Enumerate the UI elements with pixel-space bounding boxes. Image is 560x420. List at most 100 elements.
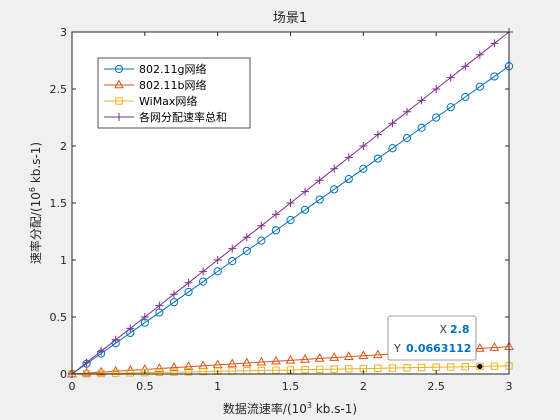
y-tick-label: 3: [60, 26, 67, 39]
data-point: [329, 352, 340, 361]
legend-box: [97, 57, 251, 129]
data-point: [199, 267, 208, 276]
legend-marker: [114, 79, 124, 89]
data-point: [141, 368, 149, 377]
data-point: [170, 368, 178, 376]
datatip-x-label: X: [439, 323, 447, 336]
data-point: [97, 369, 105, 378]
data-point: [315, 176, 324, 185]
data-point: [388, 119, 397, 128]
y-tick-label: 2.5: [50, 83, 68, 96]
data-point: [373, 130, 382, 139]
data-point: [199, 277, 208, 286]
y-axis-label-unit: kb.s-1): [29, 142, 43, 187]
data-point: [82, 358, 91, 367]
datatip-x-value: 2.8: [450, 323, 470, 336]
data-point: [183, 361, 194, 371]
data-point: [403, 364, 411, 372]
data-point: [476, 362, 484, 371]
data-point: [403, 107, 412, 116]
data-point: [461, 92, 470, 102]
series-3: [68, 28, 513, 378]
data-point: [286, 216, 295, 225]
data-point: [96, 366, 106, 376]
data-point: [402, 133, 412, 143]
data-point: [184, 287, 193, 297]
x-tick-label: 1.5: [282, 380, 300, 393]
y-tick-label: 1: [60, 254, 67, 267]
ticks-layer: 0 0.5 1 1.5 2 2.5 3 0 0.5 1 1.5 2 2.5 3: [50, 26, 513, 393]
data-point: [490, 39, 499, 48]
datatip-point: [477, 363, 483, 370]
data-point: [417, 363, 426, 372]
legend-label: 各网分配速率总和: [139, 110, 227, 124]
data-point: [359, 142, 368, 150]
data-point: [490, 362, 499, 370]
x-tick-label: 0.5: [136, 380, 154, 393]
x-tick-label: 3: [506, 380, 513, 393]
data-point: [227, 358, 238, 368]
data-point: [111, 335, 120, 344]
legend-marker: [115, 113, 123, 121]
x-axis-label: 数据流速率/(103 kb.s-1): [223, 401, 357, 416]
data-point: [155, 301, 164, 310]
legend-marker: [114, 64, 124, 74]
y-tick-label: 0: [60, 368, 67, 381]
data-point: [271, 226, 281, 235]
data-point: [330, 164, 339, 173]
y-axis-label: 速率分配/(106 kb.s-1): [28, 142, 43, 264]
data-point: [257, 221, 266, 230]
data-point: [330, 365, 338, 373]
data-point: [154, 363, 165, 372]
data-point: [300, 353, 310, 363]
legend-entry-3[interactable]: 各网分配速率总和: [104, 110, 227, 124]
data-point: [169, 298, 179, 307]
data-point: [272, 366, 280, 374]
x-tick-label: 2: [360, 380, 367, 393]
data-point: [199, 367, 207, 376]
data-point: [256, 356, 267, 366]
data-point: [373, 349, 383, 359]
data-point: [126, 369, 134, 377]
data-point: [228, 244, 237, 253]
data-point: [359, 164, 368, 173]
data-point: [169, 362, 179, 371]
data-point: [242, 246, 251, 255]
data-point: [373, 154, 382, 163]
data-point: [140, 313, 149, 321]
legend-entry-2[interactable]: WiMax网络: [104, 94, 197, 108]
data-point: [300, 205, 310, 214]
data-point: [228, 257, 237, 266]
data-point: [315, 365, 324, 374]
data-point: [358, 350, 369, 360]
data-point: [417, 123, 426, 132]
data-point: [301, 187, 310, 196]
data-point: [475, 82, 484, 91]
datatip[interactable]: X 2.8 Y 0.0663112: [387, 315, 477, 361]
data-point: [257, 236, 266, 245]
data-point: [301, 365, 309, 374]
datatip-y-value: 0.0663112: [406, 342, 471, 355]
data-point: [286, 199, 295, 207]
data-point: [315, 195, 324, 204]
legend-entry-1[interactable]: 802.11b网络: [104, 78, 206, 92]
y-tick-label: 1.5: [50, 197, 68, 210]
x-tick-label: 0: [69, 380, 76, 393]
legend-label: WiMax网络: [139, 94, 197, 108]
data-point: [344, 153, 353, 162]
data-point: [446, 73, 455, 82]
x-tick-label: 1: [214, 380, 221, 393]
data-point: [81, 367, 92, 377]
x-tick-label: 2.5: [427, 380, 445, 393]
legend-marker: [115, 97, 123, 105]
data-point: [213, 267, 222, 276]
data-point: [388, 144, 397, 153]
x-axis-label-unit: kb.s-1): [312, 402, 357, 416]
data-point: [126, 324, 135, 333]
data-point: [155, 368, 164, 377]
x-axis-label-exponent: 3: [307, 401, 312, 410]
legend-entry-0[interactable]: 802.11g网络: [104, 62, 206, 76]
datatip-y-label: Y: [393, 342, 401, 355]
x-axis-label-main: 数据流速率/(10: [223, 401, 307, 416]
